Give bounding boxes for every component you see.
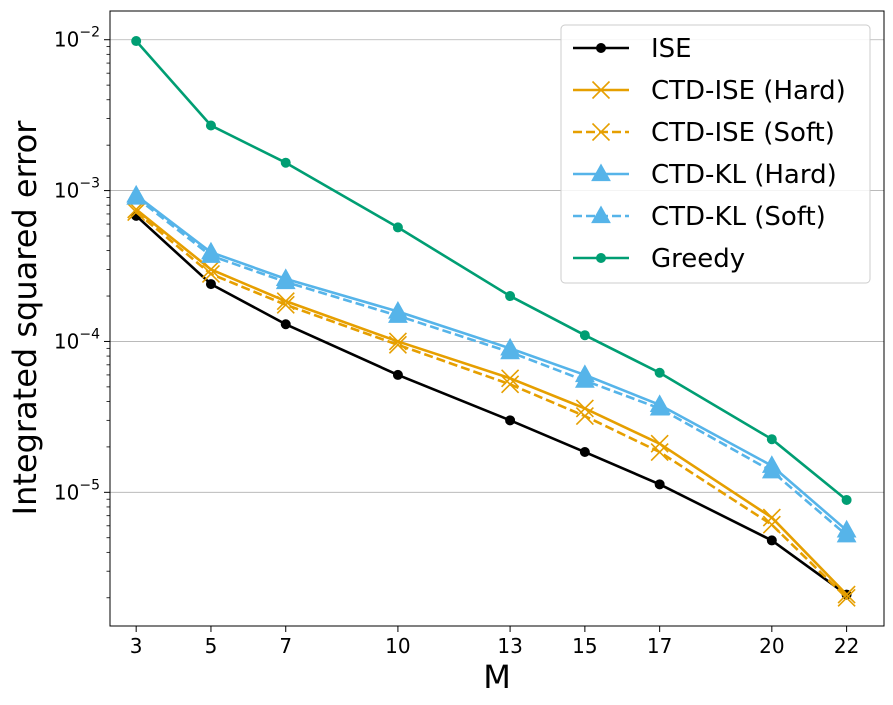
plot-frame <box>109 10 885 627</box>
y-tick-exponent: −3 <box>79 176 100 192</box>
legend-marker <box>596 43 606 53</box>
data-point <box>280 319 291 330</box>
x-tick-label: 13 <box>497 634 522 658</box>
data-point <box>579 447 590 458</box>
data-point <box>654 367 665 378</box>
y-tick-base: 10 <box>54 480 79 504</box>
data-point <box>392 369 403 380</box>
y-tick-label: 10−2 <box>54 25 100 52</box>
axis-layer: 10−510−410−310−23 5 7 10 13 15 17 20 22 <box>54 25 859 658</box>
legend-label: Greedy <box>651 244 745 274</box>
data-point <box>127 203 146 222</box>
data-point <box>131 36 142 47</box>
series-ise <box>131 210 852 600</box>
data-point <box>201 264 221 284</box>
x-tick-label: 20 <box>759 634 784 658</box>
data-point <box>841 494 852 505</box>
data-point <box>574 370 595 388</box>
legend-entry: ISE <box>573 34 692 64</box>
legend-entry: CTD-ISE (Soft) <box>573 118 835 148</box>
data-point <box>766 535 777 546</box>
x-tick-label: 7 <box>279 634 292 658</box>
legend-entry: Greedy <box>573 244 745 274</box>
y-tick-label: 10−3 <box>54 176 100 203</box>
legend-marker <box>591 205 611 224</box>
legend-marker <box>591 122 611 142</box>
data-point <box>649 397 670 416</box>
y-tick-label: 10−4 <box>54 326 100 353</box>
data-point <box>837 588 856 607</box>
data-point <box>654 479 665 490</box>
data-point <box>392 222 403 233</box>
y-tick-base: 10 <box>54 179 79 203</box>
legend-entry: CTD-KL (Hard) <box>573 160 837 190</box>
data-point <box>766 434 777 445</box>
legend-label: CTD-KL (Soft) <box>651 202 826 232</box>
x-tick-label: 22 <box>834 634 859 658</box>
y-axis-title: Integrated squared error <box>6 120 44 516</box>
legend-label: CTD-KL (Hard) <box>651 160 837 190</box>
y-tick-base: 10 <box>54 329 79 353</box>
series-ctd-ise-soft <box>127 203 856 607</box>
data-point <box>275 271 296 290</box>
series-greedy <box>131 36 852 505</box>
data-point <box>205 279 216 290</box>
legend: ISE CTD-ISE (Hard) CTD-ISE (Soft) CTD-KL (H… <box>560 24 871 284</box>
data-point <box>205 120 216 131</box>
data-point <box>388 335 407 354</box>
data-point <box>280 157 291 168</box>
legend-marker <box>596 253 606 263</box>
data-point <box>501 369 520 388</box>
data-point <box>575 407 594 426</box>
data-point <box>201 245 221 263</box>
legend-entry: CTD-KL (Soft) <box>573 202 826 232</box>
x-tick-label: 17 <box>647 634 672 658</box>
data-point <box>837 585 856 604</box>
data-point <box>505 415 516 426</box>
x-tick-label: 10 <box>385 634 410 658</box>
legend-label: CTD-ISE (Soft) <box>651 118 835 148</box>
legend-label: ISE <box>651 34 692 64</box>
legend-marker <box>591 163 611 182</box>
series-layer <box>126 36 857 607</box>
data-point <box>650 442 669 462</box>
series-ctd-kl-soft <box>126 186 857 543</box>
y-tick-label: 10−5 <box>54 477 100 504</box>
series-line <box>135 211 848 599</box>
y-tick-base: 10 <box>54 28 79 52</box>
data-point <box>126 186 147 205</box>
data-point <box>575 399 594 418</box>
x-tick-label: 5 <box>205 634 218 658</box>
data-point <box>276 295 295 314</box>
legend-box <box>560 24 871 284</box>
data-point <box>761 460 782 479</box>
data-point <box>762 508 781 527</box>
legend-marker <box>591 80 611 100</box>
data-point <box>505 291 516 302</box>
data-point <box>836 524 857 543</box>
x-tick-label: 15 <box>572 634 597 658</box>
legend-label: CTD-ISE (Hard) <box>651 76 846 106</box>
data-point <box>501 375 520 394</box>
data-point <box>201 260 221 279</box>
data-point <box>579 330 590 341</box>
data-point <box>388 305 408 323</box>
data-point <box>762 515 781 534</box>
data-point <box>500 341 520 360</box>
y-tick-exponent: −4 <box>79 326 100 342</box>
legend-entry: CTD-ISE (Hard) <box>573 76 846 106</box>
y-tick-exponent: −5 <box>79 477 100 493</box>
x-axis-title: M <box>483 658 511 696</box>
x-tick-label: 3 <box>130 634 143 658</box>
y-tick-exponent: −2 <box>79 25 100 41</box>
